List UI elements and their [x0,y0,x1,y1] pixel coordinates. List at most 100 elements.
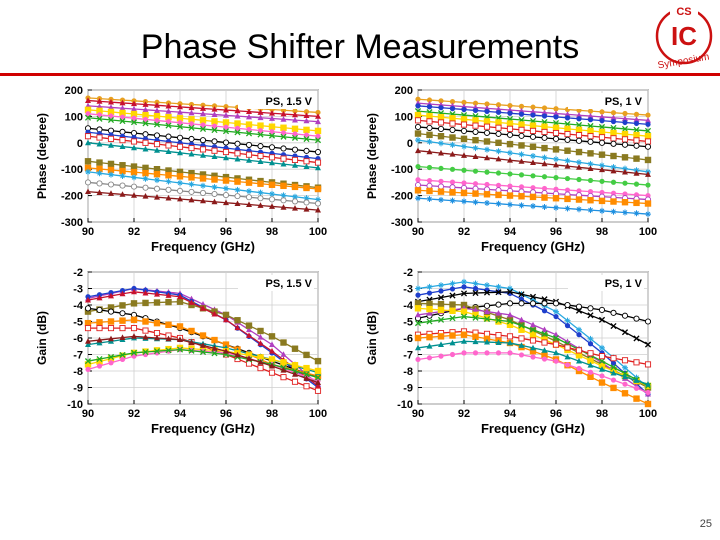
data-point [292,162,298,168]
data-point [245,130,253,137]
data-point [472,128,479,135]
data-point [507,102,513,109]
data-point [437,183,445,190]
x-tick-label: 90 [82,408,94,420]
data-point [610,208,617,215]
data-point [188,181,195,188]
data-point [199,175,207,182]
data-point [176,298,184,305]
data-point [108,104,114,110]
data-point [165,186,172,193]
data-point [633,335,640,342]
data-point [107,304,115,311]
data-point [610,135,617,142]
data-point [587,350,594,357]
data-point [303,199,310,206]
data-point [633,395,640,402]
data-point [107,108,115,116]
data-point [108,171,114,178]
data-point [449,292,456,299]
data-point [460,301,468,309]
data-point [314,200,322,207]
data-point [188,301,195,309]
data-point [234,317,241,324]
data-point [96,159,103,166]
data-point [280,155,287,162]
data-point [269,129,275,135]
data-point [96,306,103,314]
y-tick-label: 0 [77,138,83,150]
data-point [564,162,571,169]
data-point [530,354,536,360]
y-tick-label: 100 [65,111,83,123]
data-point [587,133,594,140]
data-point [245,352,253,359]
data-point [472,107,479,114]
data-point [644,133,652,140]
data-point [460,308,468,315]
data-point [610,190,617,196]
data-point [633,210,640,217]
data-point [96,165,103,173]
data-point [314,127,322,135]
data-point [315,164,321,171]
data-point [518,193,525,200]
data-point [108,335,114,342]
data-point [518,142,525,149]
data-point [292,371,298,377]
data-point [96,98,103,104]
data-point [119,310,126,317]
data-point [269,341,275,347]
data-point [257,152,264,160]
data-point [598,316,606,323]
data-point [234,140,241,147]
data-point [234,125,241,131]
data-point [598,362,606,370]
data-point [303,364,310,372]
y-tick-label: -6 [73,333,83,345]
data-point [130,163,138,170]
data-point [314,387,322,394]
data-point [291,378,299,385]
data-point [188,135,195,143]
data-point [507,311,513,318]
data-point [553,114,559,120]
data-point [154,117,160,124]
data-point [541,134,548,141]
data-point [484,181,490,188]
data-point [449,315,456,322]
data-point [495,318,502,325]
data-point [483,289,491,296]
data-point [142,184,149,191]
data-point [131,115,137,121]
data-point [153,132,161,139]
data-point [119,105,126,111]
data-point [165,148,172,154]
data-point [587,305,594,312]
data-point [622,373,628,380]
data-point [645,171,651,177]
series-markers [415,103,651,127]
data-point [119,137,126,144]
data-point [495,102,502,108]
data-point [553,349,559,356]
x-axis-label: Frequency (GHz) [151,239,255,254]
y-tick-label: 200 [65,85,83,97]
data-point [188,174,195,181]
data-point [108,360,114,366]
data-point [553,204,559,211]
data-point [85,366,91,372]
data-point [107,325,115,332]
data-point [576,365,582,372]
data-point [414,320,422,327]
data-point [564,147,571,154]
data-point [96,189,103,195]
data-point [222,177,230,184]
data-point [564,136,571,143]
data-point [449,301,456,308]
data-point [621,312,629,319]
data-point [437,306,445,314]
data-point [223,185,229,192]
data-point [449,197,456,204]
data-point [541,339,548,346]
